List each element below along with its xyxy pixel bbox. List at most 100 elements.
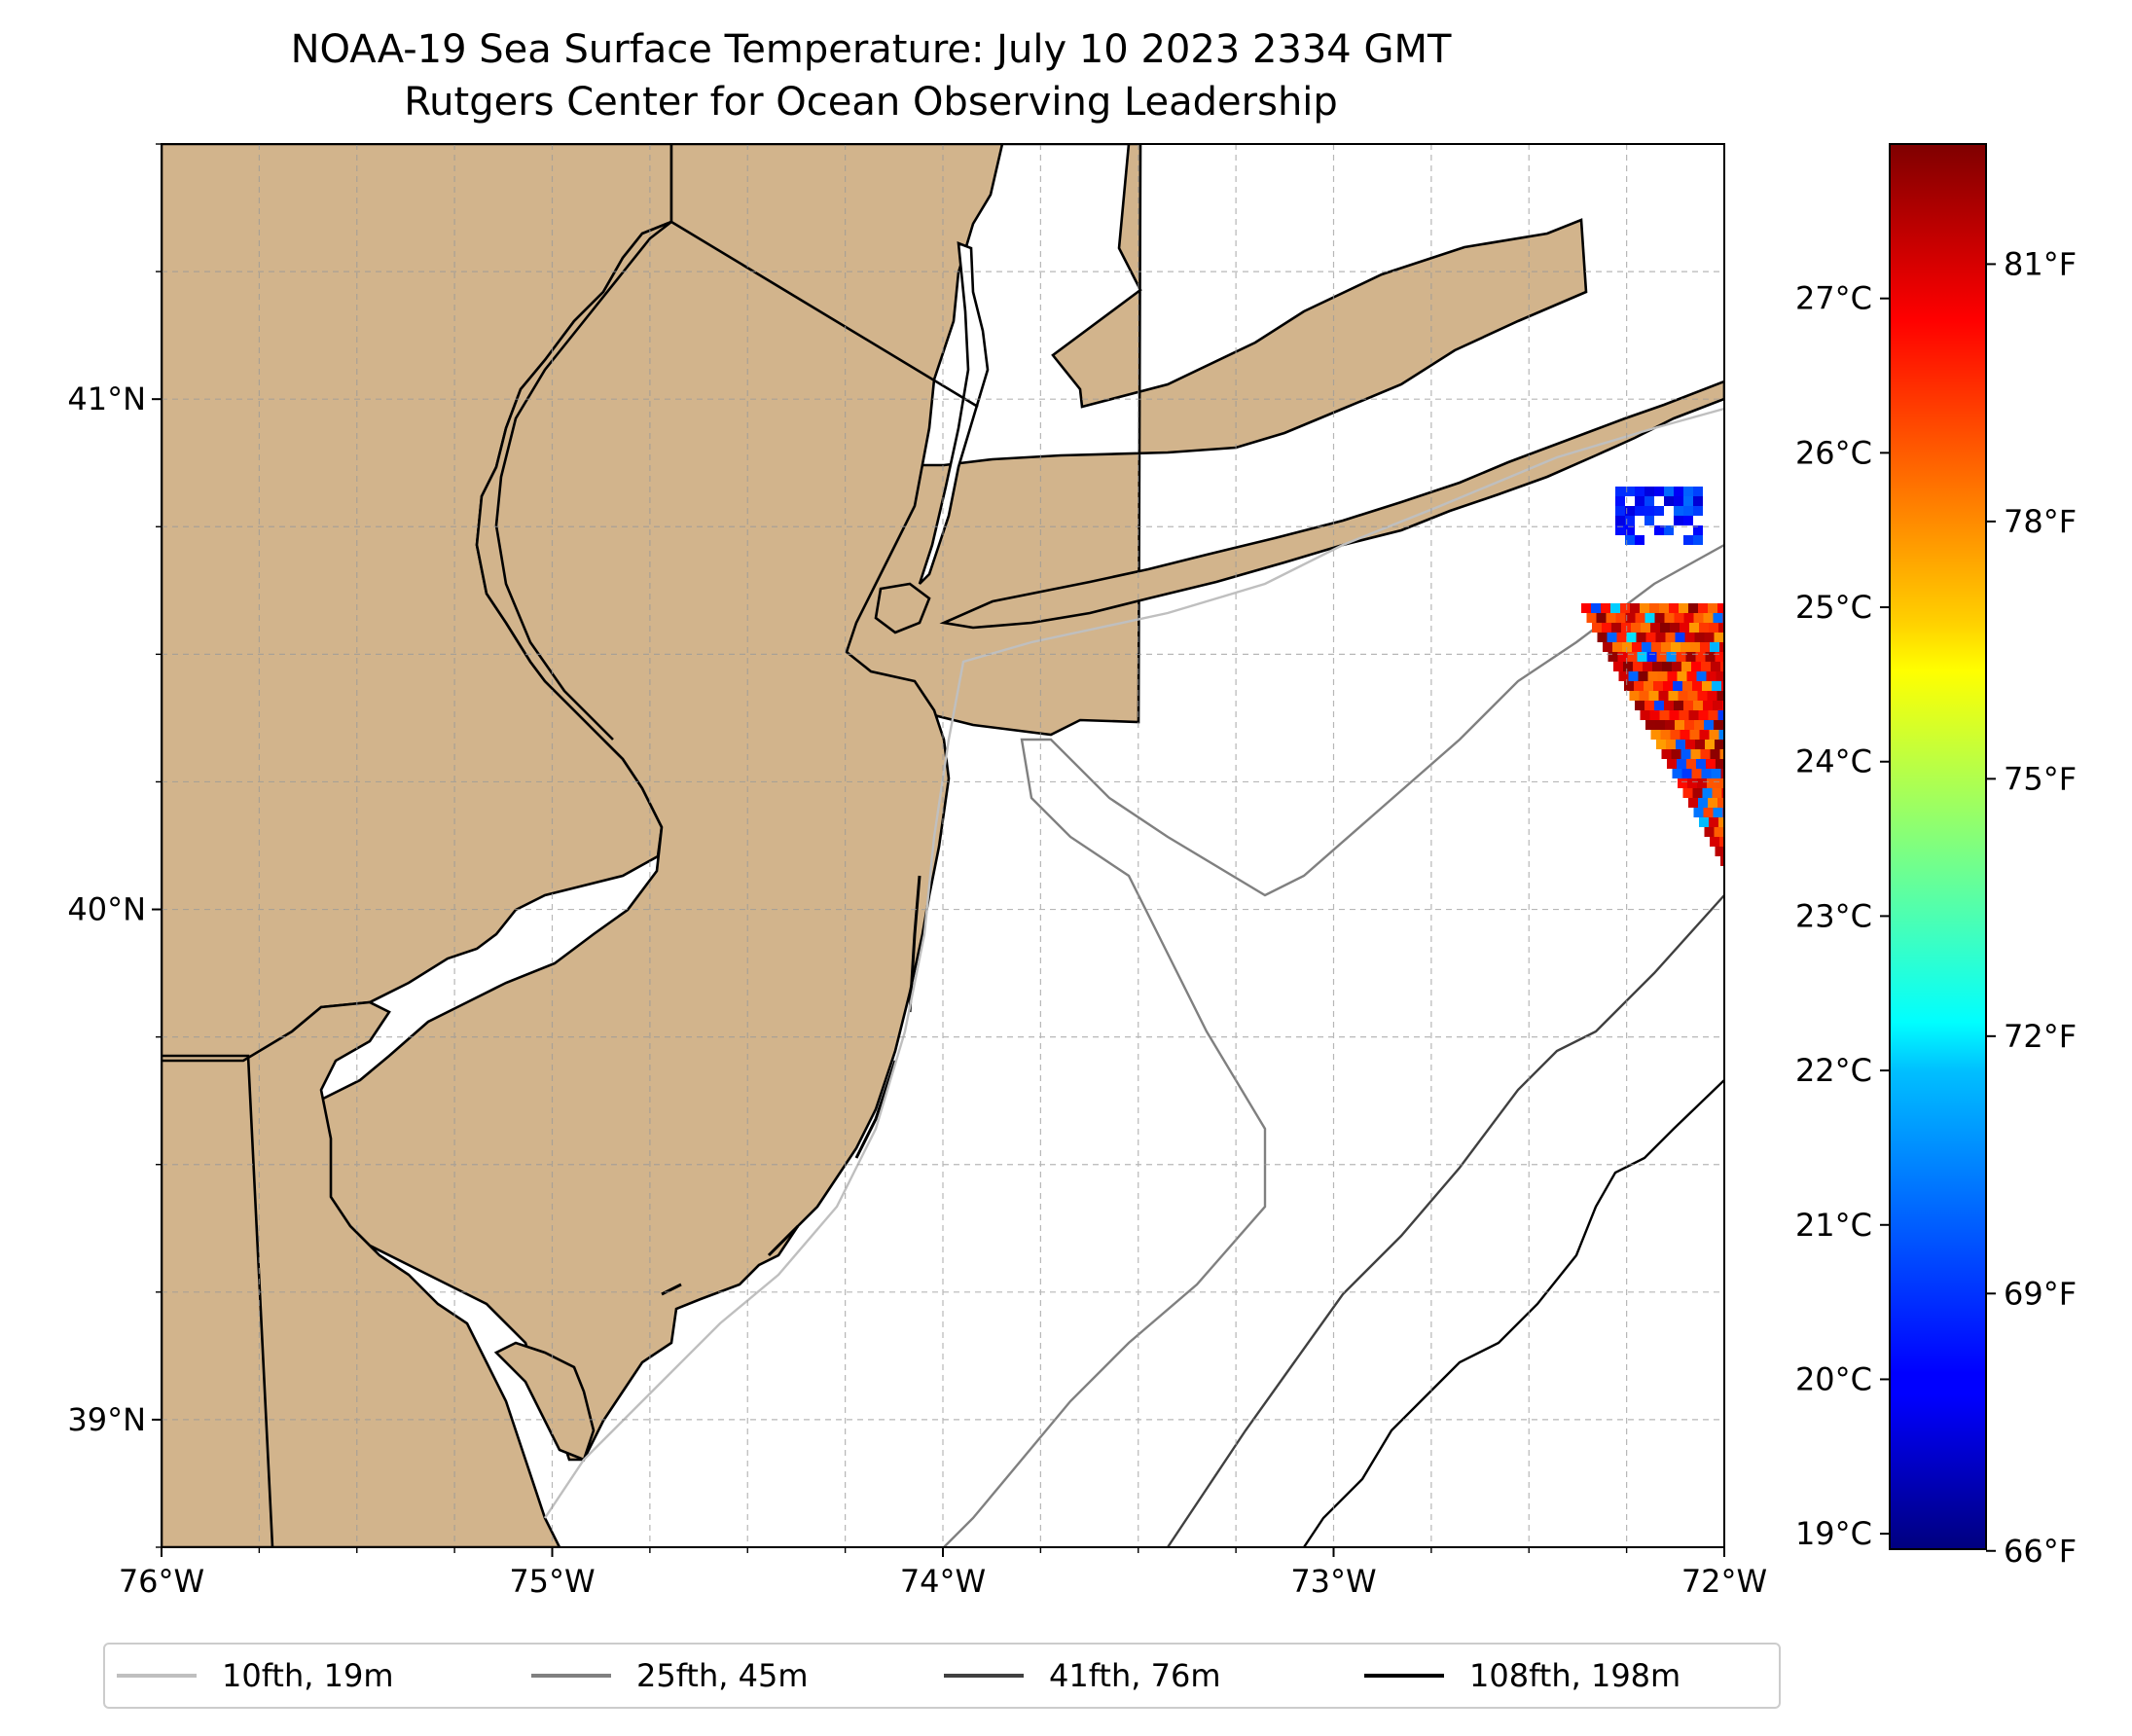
legend-label: 108fth, 198m xyxy=(1469,1657,1681,1694)
sst-pixel xyxy=(1667,671,1678,681)
sst-pixel xyxy=(1704,720,1714,730)
sst-pixel xyxy=(1639,691,1649,701)
sst-pixel xyxy=(1667,759,1677,769)
sst-pixel xyxy=(1701,769,1712,778)
sst-pixel xyxy=(1718,730,1724,740)
legend-swatch xyxy=(944,1674,1024,1678)
sst-pixel xyxy=(1672,662,1681,671)
sst-pixel xyxy=(1698,710,1709,720)
sst-pixel xyxy=(1657,671,1668,681)
sst-pixel xyxy=(1625,525,1635,535)
legend-item: 41fth, 76m xyxy=(944,1645,1220,1707)
sst-pixel xyxy=(1680,623,1689,633)
colorbar-f-label: 72°F xyxy=(2004,1018,2077,1055)
sst-pixel xyxy=(1654,525,1664,535)
sst-pixel xyxy=(1693,613,1704,623)
sst-pixel xyxy=(1714,827,1724,837)
sst-pixel xyxy=(1666,740,1676,749)
sst-pixel xyxy=(1641,623,1650,633)
colorbar-c-label: 25°C xyxy=(1795,589,1872,626)
sst-pixel xyxy=(1629,691,1640,701)
sst-pixel xyxy=(1606,613,1616,623)
contour-41fth xyxy=(1167,894,1724,1547)
sst-pixel xyxy=(1720,856,1724,866)
lat-tick-label: 41°N xyxy=(67,380,146,417)
sst-pixel xyxy=(1625,516,1635,525)
sst-pixel xyxy=(1680,730,1690,740)
sst-pixel xyxy=(1674,516,1683,525)
sst-pixel xyxy=(1683,487,1693,496)
sst-pixel xyxy=(1695,652,1706,662)
lon-tick-label: 72°W xyxy=(1681,1563,1767,1600)
map-subtitle: Rutgers Center for Ocean Observing Leade… xyxy=(404,80,1338,125)
sst-pixel xyxy=(1692,681,1702,691)
sst-pixel xyxy=(1679,603,1688,613)
sst-pixel xyxy=(1655,720,1665,730)
sst-swath xyxy=(1581,487,1724,866)
sst-pixel xyxy=(1658,691,1669,701)
sst-pixel xyxy=(1654,701,1664,710)
sst-pixel xyxy=(1688,603,1698,613)
legend-swatch xyxy=(531,1674,611,1678)
sst-pixel xyxy=(1670,730,1680,740)
sst-pixel xyxy=(1649,710,1660,720)
sst-pixel xyxy=(1711,662,1720,671)
sst-pixel xyxy=(1693,808,1704,817)
sst-pixel xyxy=(1693,487,1703,496)
map-area xyxy=(162,144,1724,1547)
sst-pixel xyxy=(1721,681,1724,691)
sst-pixel xyxy=(1656,740,1666,749)
sst-pixel xyxy=(1638,671,1648,681)
legend-label: 25fth, 45m xyxy=(636,1657,809,1694)
sst-pixel xyxy=(1644,487,1654,496)
colorbar-f-label: 66°F xyxy=(2004,1533,2077,1570)
colorbar-c-label: 20°C xyxy=(1795,1360,1872,1397)
sst-pixel xyxy=(1694,720,1704,730)
sst-pixel xyxy=(1683,701,1693,710)
sst-pixel xyxy=(1636,633,1646,642)
legend-label: 41fth, 76m xyxy=(1049,1657,1221,1694)
sst-pixel xyxy=(1669,710,1680,720)
sst-pixel xyxy=(1703,808,1714,817)
sst-pixel xyxy=(1644,516,1654,525)
sst-pixel xyxy=(1699,817,1709,827)
colorbar-f-label: 75°F xyxy=(2004,760,2077,797)
sst-pixel xyxy=(1708,798,1717,808)
sst-pixel xyxy=(1719,749,1724,759)
sst-pixel xyxy=(1644,701,1654,710)
sst-pixel xyxy=(1664,487,1674,496)
sst-pixel xyxy=(1674,487,1683,496)
sst-pixel xyxy=(1642,642,1651,652)
sst-pixel xyxy=(1664,496,1674,506)
sst-pixel xyxy=(1683,613,1694,623)
delaware-river xyxy=(494,220,672,741)
sst-pixel xyxy=(1603,642,1612,652)
sst-pixel xyxy=(1652,662,1662,671)
sst-pixel xyxy=(1635,506,1644,516)
sst-pixel xyxy=(1706,759,1716,769)
sst-pixel xyxy=(1666,652,1677,662)
legend-swatch xyxy=(117,1674,197,1678)
sst-pixel xyxy=(1640,710,1650,720)
sst-pixel xyxy=(1691,662,1701,671)
sst-pixel xyxy=(1635,701,1644,710)
sst-pixel xyxy=(1718,623,1724,633)
sst-pixel xyxy=(1698,603,1708,613)
sst-pixel xyxy=(1675,720,1684,730)
sst-pixel xyxy=(1596,613,1607,623)
sst-pixel xyxy=(1684,633,1695,642)
sst-pixel xyxy=(1620,603,1630,613)
sst-pixel xyxy=(1709,623,1718,633)
colorbar-c-label: 23°C xyxy=(1795,897,1872,934)
sst-pixel xyxy=(1680,642,1690,652)
sst-pixel xyxy=(1707,691,1717,701)
sst-pixel xyxy=(1635,487,1644,496)
sst-pixel xyxy=(1696,671,1707,681)
sst-pixel xyxy=(1685,740,1695,749)
sst-pixel xyxy=(1640,603,1649,613)
sst-pixel xyxy=(1654,487,1664,496)
sst-pixel xyxy=(1591,603,1601,613)
sst-pixel xyxy=(1695,740,1705,749)
sst-pixel xyxy=(1686,671,1697,681)
sst-pixel xyxy=(1721,788,1724,798)
